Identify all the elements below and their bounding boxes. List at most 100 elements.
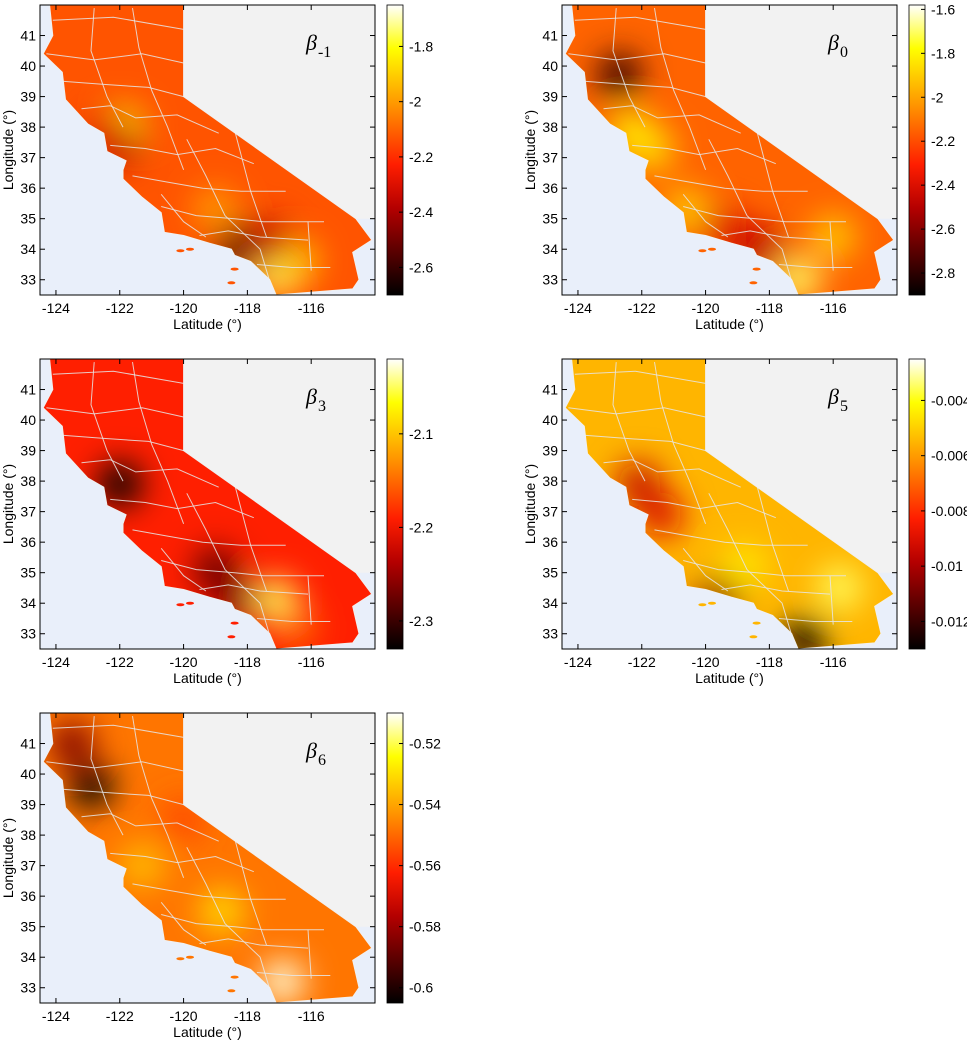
y-tick-label: 35 <box>542 565 558 581</box>
x-tick-label: -122 <box>628 654 656 670</box>
county-boundary <box>603 459 741 488</box>
y-tick-label: 37 <box>20 150 36 166</box>
county-boundary <box>632 144 776 165</box>
county-boundary <box>778 264 853 268</box>
y-tick-label: 41 <box>20 382 36 398</box>
county-boundary <box>132 529 286 546</box>
hotspot <box>193 187 238 232</box>
colorbar-tick-label: -0.01 <box>931 558 963 574</box>
county-boundary <box>632 498 776 519</box>
county-boundary <box>682 193 729 238</box>
county-boundary <box>81 105 219 134</box>
colorbar-tick-label: -2.2 <box>409 519 433 535</box>
county-boundary <box>52 370 184 384</box>
hotspot <box>69 764 113 809</box>
county-boundary <box>603 105 741 134</box>
island <box>227 989 236 993</box>
colorbar-tick-label: -0.012 <box>931 613 967 629</box>
county-boundary <box>110 852 254 873</box>
axes-frame <box>561 4 898 296</box>
x-tick-label: -118 <box>234 1008 261 1024</box>
y-tick-label: 34 <box>20 595 36 611</box>
y-tick-label: 35 <box>20 211 36 227</box>
county-boundary <box>234 484 267 592</box>
x-tick-label: -124 <box>42 300 70 316</box>
colorbar-tick-label: -2.4 <box>409 204 433 220</box>
island <box>749 635 758 639</box>
neighbor-land <box>183 713 375 927</box>
colorbar-tick-label: -2.6 <box>931 221 955 237</box>
county-boundary <box>110 144 254 165</box>
county-boundary <box>612 8 646 128</box>
colorbar-tick-label: -1.6 <box>931 1 955 17</box>
colorbar-tick-label: -0.006 <box>931 448 967 464</box>
island <box>752 267 761 271</box>
county-boundary <box>654 362 707 524</box>
colorbar-tick-label: -0.6 <box>409 980 433 996</box>
y-axis-label: Longitude (°) <box>0 110 16 190</box>
y-tick-label: 33 <box>542 626 558 642</box>
y-tick-label: 34 <box>542 241 558 257</box>
x-axis-label: Latitude (°) <box>173 1024 242 1040</box>
county-boundary <box>683 560 846 577</box>
x-tick-label: -116 <box>820 654 847 670</box>
y-tick-label: 36 <box>20 888 36 904</box>
y-tick-label: 37 <box>20 858 36 874</box>
colorbar: -1.6 -1.8 -2 -2.2 -2.4 -2.6 -2.8 <box>908 1 955 296</box>
hotspot <box>782 617 827 649</box>
state-outline <box>42 712 373 1004</box>
hotspot <box>273 605 318 649</box>
y-tick-label: 40 <box>20 58 36 74</box>
x-tick-label: -118 <box>756 300 783 316</box>
x-tick-label: -124 <box>42 1008 70 1024</box>
island <box>752 621 761 625</box>
island <box>227 635 236 639</box>
state-outline <box>42 4 373 296</box>
y-tick-label: 33 <box>542 272 558 288</box>
y-tick-label: 35 <box>20 919 36 935</box>
county-boundary <box>46 407 184 418</box>
x-tick-label: -116 <box>298 300 325 316</box>
y-tick-label: 38 <box>20 473 36 489</box>
colorbar: -0.004 -0.006 -0.008 -0.01 -0.012 <box>908 358 967 650</box>
island <box>176 957 185 961</box>
x-tick-label: -124 <box>564 300 592 316</box>
colorbar-tick-label: -0.58 <box>409 919 441 935</box>
y-tick-label: 36 <box>20 534 36 550</box>
county-boundary <box>62 434 184 452</box>
county-boundary <box>161 560 324 577</box>
county-boundary <box>307 575 312 625</box>
x-tick-label: -120 <box>692 654 720 670</box>
county-boundary <box>612 362 646 482</box>
colorbar-tick-label: -2.2 <box>931 133 955 149</box>
county-boundary <box>132 175 286 192</box>
y-tick-label: 37 <box>20 504 36 520</box>
county-boundary <box>186 847 274 1001</box>
x-tick-label: -122 <box>106 654 134 670</box>
x-tick-label: -118 <box>234 654 261 670</box>
county-boundary <box>186 139 274 293</box>
colorbar: -0.52 -0.54 -0.56 -0.58 -0.6 <box>386 712 441 1004</box>
county-boundary <box>132 8 185 170</box>
county-boundary <box>654 175 808 192</box>
county-boundary <box>110 498 254 519</box>
colorbar-tick-label: -2 <box>931 89 944 105</box>
map-panel-beta-3: -124 -122 -120 -118 -116 33 34 35 36 37 38 39 40 41 La… <box>0 358 433 686</box>
island <box>708 247 716 251</box>
state-outline <box>564 4 895 296</box>
county-boundary <box>132 716 185 878</box>
colorbar: -1.8 -2 -2.2 -2.4 -2.6 <box>386 4 433 296</box>
county-boundary <box>234 838 267 946</box>
county-boundary <box>160 193 207 238</box>
hotspot <box>120 843 165 888</box>
y-tick-label: 36 <box>542 534 558 550</box>
colorbar-tick-label: -0.54 <box>409 797 441 813</box>
colorbar-tick-label: -2 <box>409 94 422 110</box>
county-boundary <box>708 493 796 647</box>
island <box>176 249 185 253</box>
x-tick-label: -118 <box>756 654 783 670</box>
y-axis-label: Longitude (°) <box>0 464 16 544</box>
county-boundary <box>132 883 286 900</box>
y-tick-label: 33 <box>20 626 36 642</box>
island <box>230 267 239 271</box>
